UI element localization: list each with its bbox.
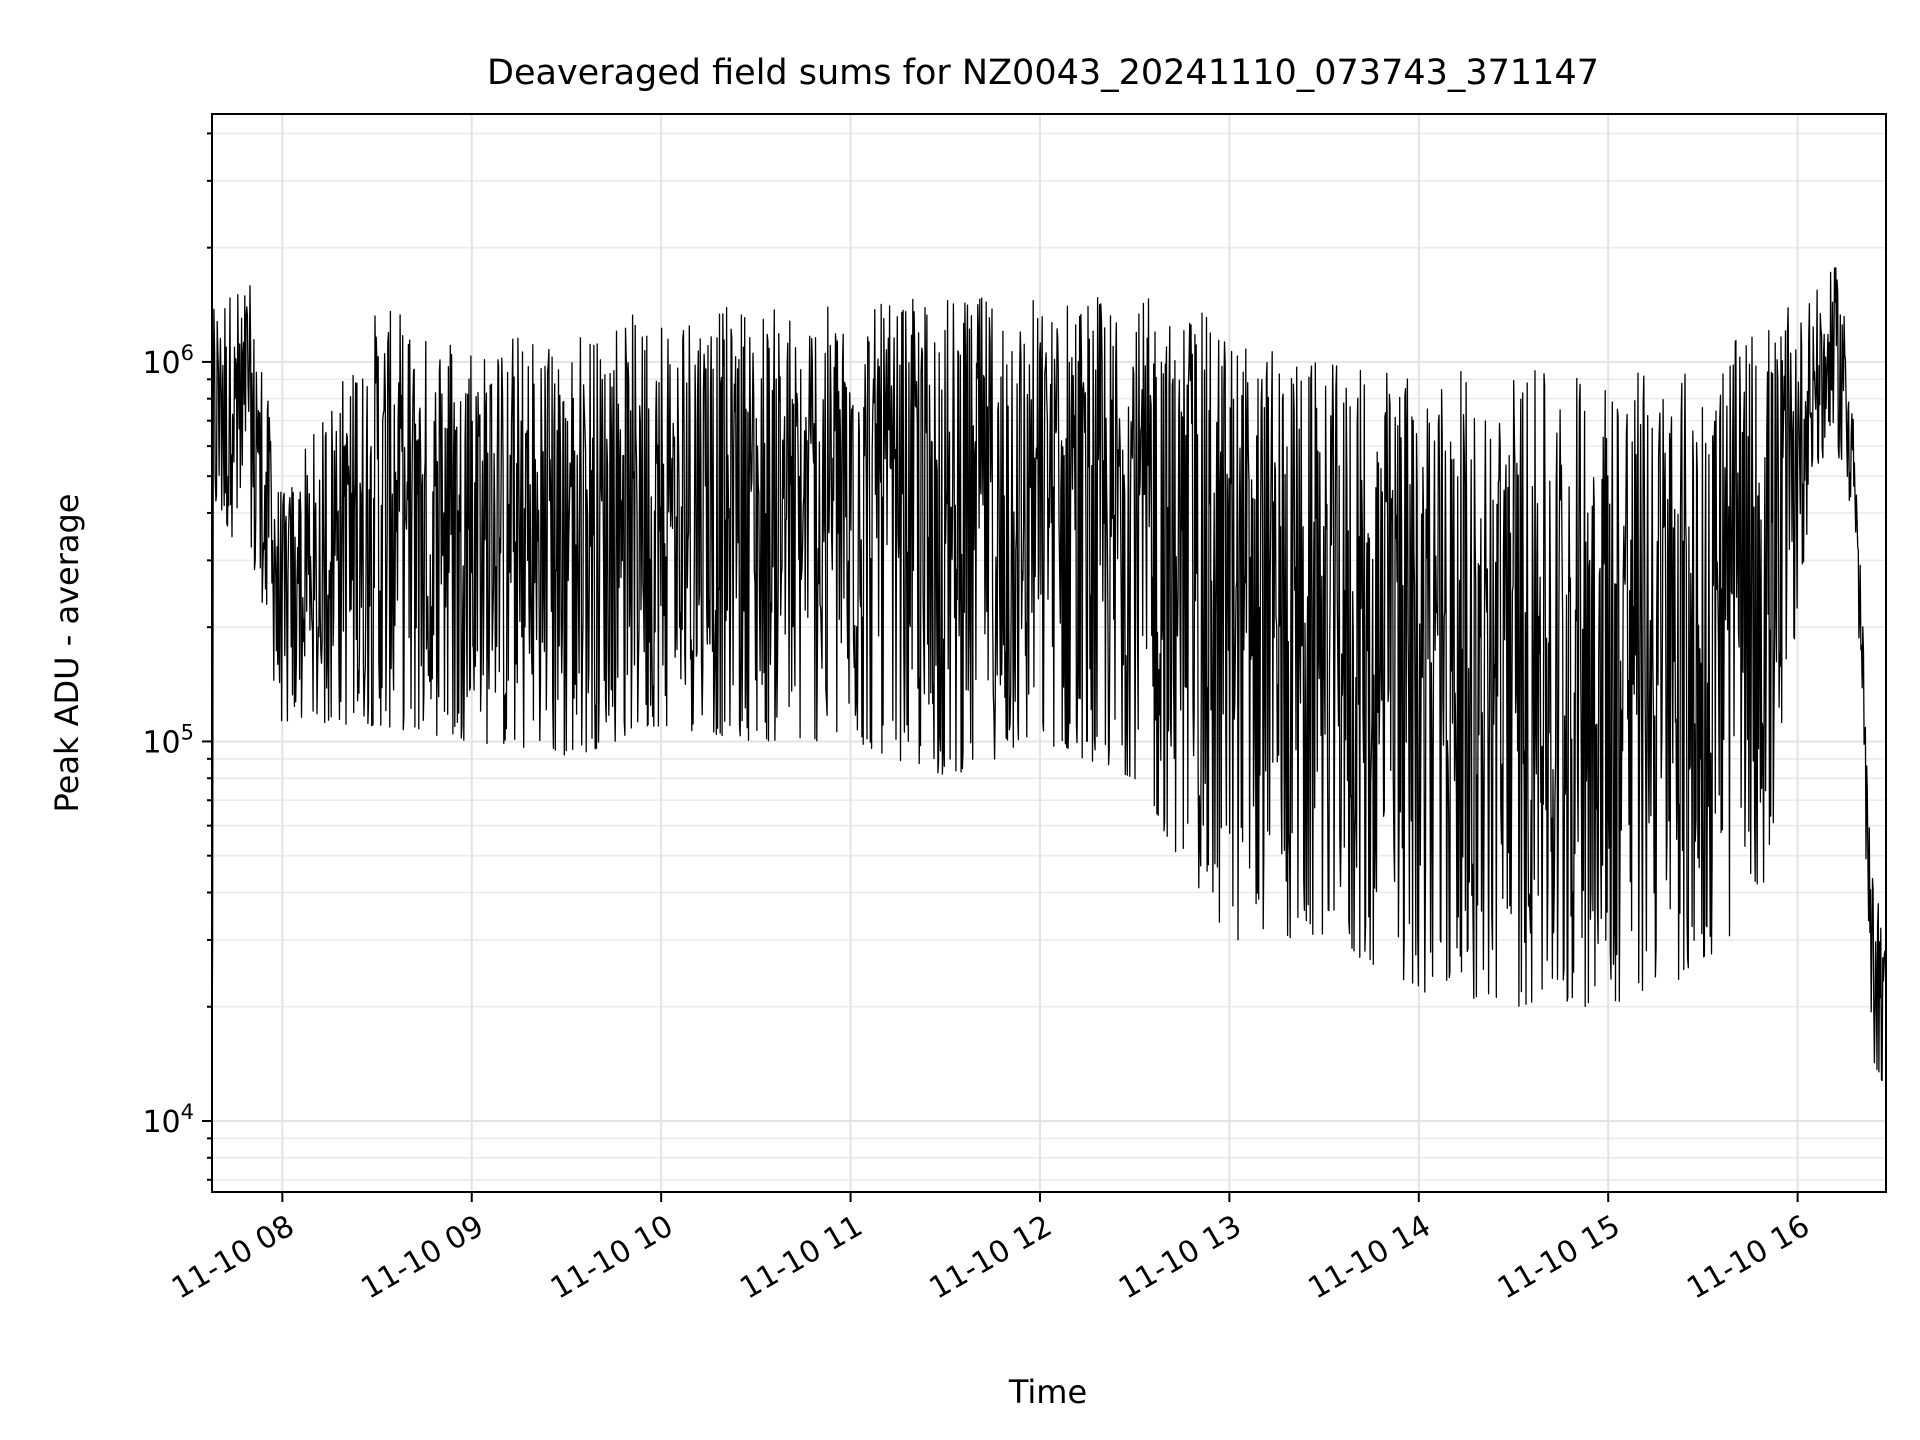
y-tick-label: 105 <box>142 720 194 760</box>
x-tick-label: 11-10 12 <box>924 1209 1058 1307</box>
x-tick-label: 11-10 11 <box>734 1209 868 1307</box>
x-tick-label: 11-10 10 <box>545 1209 679 1307</box>
x-tick-label: 11-10 15 <box>1492 1209 1626 1307</box>
x-tick-label: 11-10 14 <box>1302 1209 1436 1307</box>
y-tick-label: 106 <box>142 341 194 381</box>
x-axis-label: Time <box>1008 1373 1087 1411</box>
data-series-line <box>211 267 1887 1082</box>
y-axis: 104 105 106 <box>142 132 212 1181</box>
chart-title: Deaveraged field sums for NZ0043_2024111… <box>487 53 1599 93</box>
x-tick-label: 11-10 13 <box>1113 1209 1247 1307</box>
x-axis: 11-10 08 11-10 09 11-10 10 11-10 11 11-10 12… <box>166 1192 1816 1306</box>
series <box>211 267 1887 1082</box>
y-axis-label: Peak ADU - average <box>48 494 86 813</box>
x-tick-label: 11-10 09 <box>355 1209 489 1307</box>
plot-frame <box>211 113 1887 1193</box>
x-tick-label: 11-10 08 <box>166 1209 300 1307</box>
x-tick-label: 11-10 16 <box>1681 1209 1815 1307</box>
y-tick-label: 104 <box>142 1100 194 1140</box>
